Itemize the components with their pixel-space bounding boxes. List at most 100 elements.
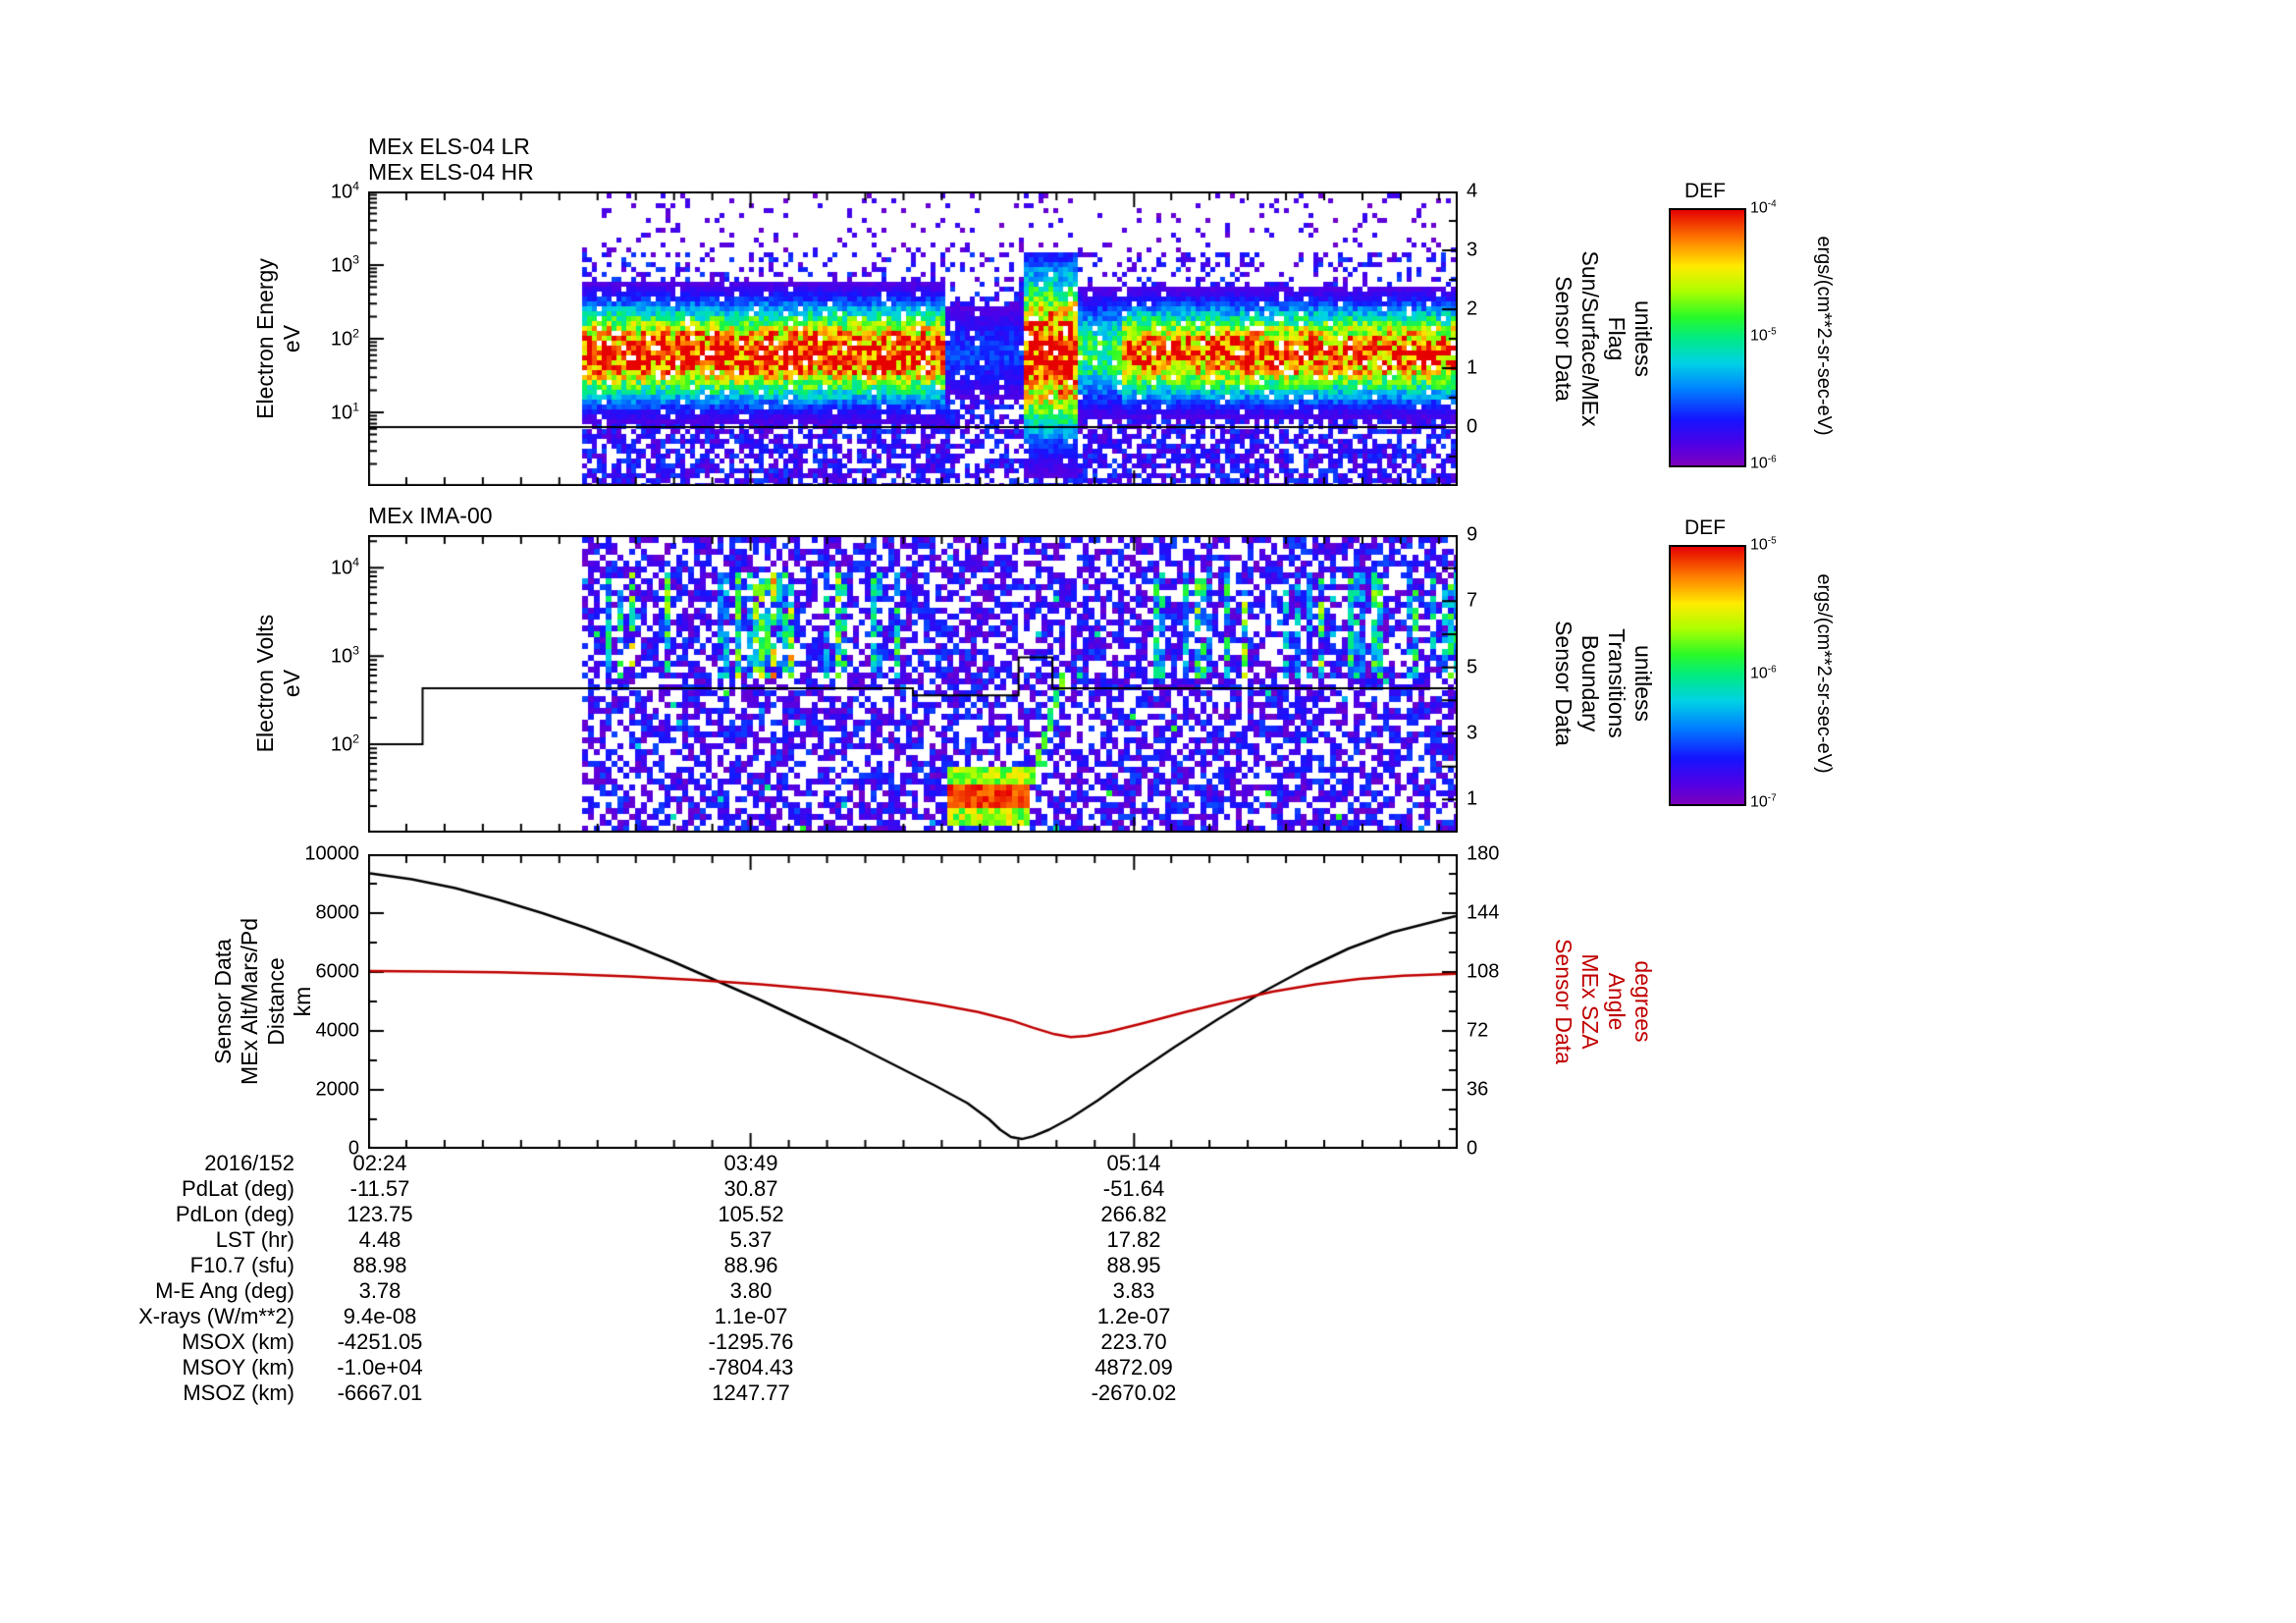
table-value: 3.78 xyxy=(358,1278,401,1303)
table-value: -6667.01 xyxy=(337,1380,423,1405)
row-label: F10.7 (sfu) xyxy=(189,1253,294,1277)
row-label: MSOX (km) xyxy=(182,1329,294,1354)
table-value: 4872.09 xyxy=(1095,1355,1173,1380)
table-value: -2670.02 xyxy=(1091,1380,1177,1405)
tick-label: 108 xyxy=(1467,960,1500,983)
ima-colorbar-title: DEF xyxy=(1684,516,1726,539)
row-label: PdLat (deg) xyxy=(182,1176,294,1201)
altitude-yaxis-label: Sensor Data MEx Alt/Mars/Pd Distance km xyxy=(210,918,315,1085)
tick-label: 103 xyxy=(330,252,359,277)
tick-label: 1 xyxy=(1467,787,1478,810)
els-colorbar-title: DEF xyxy=(1684,180,1726,202)
tick-label: 10-5 xyxy=(1750,326,1777,345)
table-value: 223.70 xyxy=(1100,1329,1167,1354)
tick-label: 10-4 xyxy=(1750,198,1777,217)
tick-label: 144 xyxy=(1467,901,1500,924)
table-value: -7804.43 xyxy=(708,1355,794,1380)
table-value: -1295.76 xyxy=(708,1329,794,1354)
sza-axis-label: Sensor Data MEx SZA Angle degrees xyxy=(1551,939,1656,1064)
table-value: 9.4e-08 xyxy=(343,1304,417,1328)
tick-label: 10-7 xyxy=(1750,792,1777,811)
table-value: 3.80 xyxy=(729,1278,773,1303)
table-row: PdLat (deg) -11.57 30.87 -51.64 xyxy=(0,1176,1212,1202)
tick-label: 8000 xyxy=(315,901,360,924)
els-title-line2: MEx ELS-04 HR xyxy=(368,159,534,185)
tick-label: 103 xyxy=(330,643,359,668)
tick-label: 10-5 xyxy=(1750,535,1777,554)
table-value: 105.52 xyxy=(718,1202,784,1226)
els-colorbar xyxy=(1669,208,1746,467)
tick-label: 102 xyxy=(330,731,359,756)
time-axis-row: 2016/152 02:24 03:49 05:14 xyxy=(0,1151,1212,1176)
table-value: 123.75 xyxy=(347,1202,413,1226)
tick-label: 5 xyxy=(1467,656,1478,678)
table-value: -11.57 xyxy=(349,1176,410,1201)
tick-label: 10000 xyxy=(304,842,359,865)
table-row: PdLon (deg) 123.75 105.52 266.82 xyxy=(0,1202,1212,1227)
table-value: 03:49 xyxy=(723,1151,778,1175)
table-value: 05:14 xyxy=(1106,1151,1161,1175)
ima-boundary-axis-label: Sensor Data Boundary Transitions unitles… xyxy=(1551,621,1656,746)
table-value: 88.95 xyxy=(1106,1253,1161,1277)
table-value: -51.64 xyxy=(1102,1176,1165,1201)
row-label: 2016/152 xyxy=(204,1151,294,1175)
tick-label: 0 xyxy=(1467,1137,1478,1160)
tick-label: 72 xyxy=(1467,1019,1489,1042)
table-value: 5.37 xyxy=(729,1227,773,1252)
tick-label: 101 xyxy=(330,400,359,424)
row-label: X-rays (W/m**2) xyxy=(138,1304,294,1328)
table-value: 266.82 xyxy=(1100,1202,1167,1226)
els-colorbar-units-label: ergs/(cm**2-sr-sec-eV) xyxy=(1813,236,1835,436)
tick-label: 3 xyxy=(1467,239,1478,261)
tick-label: 102 xyxy=(330,326,359,351)
tick-label: 4000 xyxy=(315,1019,360,1042)
table-value: 1.2e-07 xyxy=(1096,1304,1171,1328)
tick-label: 7 xyxy=(1467,589,1478,612)
table-value: 1247.77 xyxy=(712,1380,790,1405)
ima-yaxis-label-line2: eV xyxy=(279,669,304,698)
tick-label: 104 xyxy=(330,179,359,203)
table-row: MSOX (km) -4251.05 -1295.76 223.70 xyxy=(0,1329,1212,1355)
ima-spectrogram-canvas xyxy=(368,535,1458,833)
row-label: LST (hr) xyxy=(215,1227,294,1252)
altitude-sza-plot-canvas xyxy=(368,854,1458,1149)
tick-label: 10-6 xyxy=(1750,454,1777,472)
table-value: 88.98 xyxy=(352,1253,407,1277)
els-yaxis-label-line1: Electron Energy xyxy=(252,258,278,419)
ima-yaxis-label-line1: Electron Volts xyxy=(252,614,278,753)
tick-label: 1 xyxy=(1467,356,1478,379)
els-title-line1: MEx ELS-04 LR xyxy=(368,134,530,159)
tick-label: 180 xyxy=(1467,842,1500,865)
row-label: MSOY (km) xyxy=(182,1355,294,1380)
table-value: 02:24 xyxy=(352,1151,407,1175)
tick-label: 6000 xyxy=(315,960,360,983)
table-value: 88.96 xyxy=(723,1253,778,1277)
tick-label: 36 xyxy=(1467,1078,1489,1101)
table-value: -4251.05 xyxy=(337,1329,423,1354)
row-label: PdLon (deg) xyxy=(175,1202,294,1226)
ephemeris-table: 2016/152 02:24 03:49 05:14 PdLat (deg) -11.57… xyxy=(0,1151,1212,1406)
table-value: 30.87 xyxy=(723,1176,778,1201)
els-spectrogram-canvas xyxy=(368,191,1458,486)
table-value: -1.0e+04 xyxy=(337,1355,423,1380)
tick-label: 4 xyxy=(1467,180,1478,202)
table-row: MSOZ (km) -6667.01 1247.77 -2670.02 xyxy=(0,1380,1212,1406)
ima-colorbar xyxy=(1669,545,1746,806)
table-row: X-rays (W/m**2) 9.4e-08 1.1e-07 1.2e-07 xyxy=(0,1304,1212,1329)
tick-label: 0 xyxy=(1467,415,1478,438)
tick-label: 2000 xyxy=(315,1078,360,1101)
els-yaxis-label-line2: eV xyxy=(279,324,304,353)
tick-label: 9 xyxy=(1467,523,1478,546)
tick-label: 10-6 xyxy=(1750,664,1777,682)
table-value: 4.48 xyxy=(358,1227,401,1252)
tick-label: 3 xyxy=(1467,722,1478,744)
tick-label: 104 xyxy=(330,555,359,579)
els-yaxis-label: Electron Energy eV xyxy=(252,258,305,419)
table-row: F10.7 (sfu) 88.98 88.96 88.95 xyxy=(0,1253,1212,1278)
table-value: 3.83 xyxy=(1112,1278,1155,1303)
tick-label: 0 xyxy=(347,1137,359,1160)
ima-yaxis-label: Electron Volts eV xyxy=(252,615,305,753)
table-row: LST (hr) 4.48 5.37 17.82 xyxy=(0,1227,1212,1253)
table-row: MSOY (km) -1.0e+04 -7804.43 4872.09 xyxy=(0,1355,1212,1380)
